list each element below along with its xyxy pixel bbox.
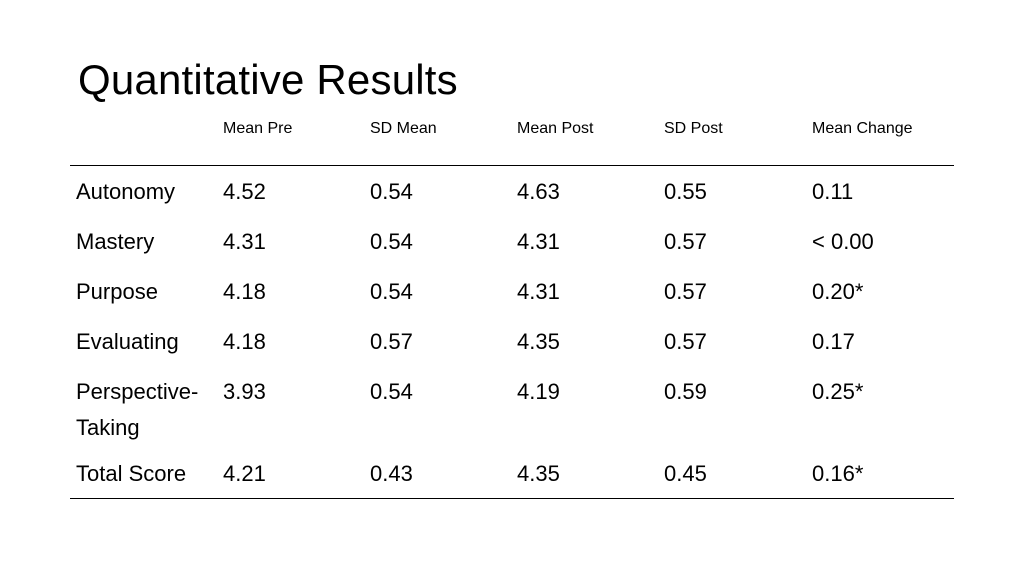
table-cell: 3.93 xyxy=(223,379,266,404)
results-table: Mean Pre SD Mean Mean Post SD Post Mean … xyxy=(70,110,954,499)
table-cell: 4.35 xyxy=(517,329,560,354)
table-row: Purpose 4.18 0.54 4.31 0.57 0.20* xyxy=(70,266,954,316)
table-row: Autonomy 4.52 0.54 4.63 0.55 0.11 xyxy=(70,166,954,216)
row-label: Autonomy xyxy=(76,179,176,204)
table-cell: 4.63 xyxy=(517,179,560,204)
table-cell: 4.31 xyxy=(517,279,560,304)
table-cell: 0.25* xyxy=(812,379,864,404)
page-title: Quantitative Results xyxy=(78,56,458,103)
table-cell: 0.57 xyxy=(370,329,413,354)
table-row: Evaluating 4.18 0.57 4.35 0.57 0.17 xyxy=(70,316,954,366)
column-header-sd-post: SD Post xyxy=(664,120,723,137)
table-cell: 0.45 xyxy=(664,461,707,486)
column-header-mean-change: Mean Change xyxy=(812,120,913,137)
column-header-sd-mean: SD Mean xyxy=(370,120,437,137)
table-header-row: Mean Pre SD Mean Mean Post SD Post Mean … xyxy=(70,110,954,166)
table-cell: 0.55 xyxy=(664,179,707,204)
table-cell: 4.35 xyxy=(517,461,560,486)
table-row: Perspective-Taking 3.93 0.54 4.19 0.59 0… xyxy=(70,366,954,448)
table-cell: 0.20* xyxy=(812,279,864,304)
row-label: Mastery xyxy=(76,229,155,254)
table-row: Mastery 4.31 0.54 4.31 0.57 < 0.00 xyxy=(70,216,954,266)
column-header-mean-post: Mean Post xyxy=(517,120,594,137)
row-label: Perspective-Taking xyxy=(76,379,199,440)
table-cell: 0.57 xyxy=(664,279,707,304)
table-cell: 0.16* xyxy=(812,461,864,486)
table-row-total: Total Score 4.21 0.43 4.35 0.45 0.16* xyxy=(70,448,954,499)
row-label: Purpose xyxy=(76,279,158,304)
table-cell: 4.19 xyxy=(517,379,560,404)
table-cell: 0.43 xyxy=(370,461,413,486)
table-cell: 4.18 xyxy=(223,279,266,304)
table-cell: 4.52 xyxy=(223,179,266,204)
table-cell: 4.31 xyxy=(223,229,266,254)
table-cell: 0.59 xyxy=(664,379,707,404)
table-cell: 0.54 xyxy=(370,229,413,254)
table-cell: < 0.00 xyxy=(812,229,874,254)
column-header-mean-pre: Mean Pre xyxy=(223,120,293,137)
table-cell: 0.54 xyxy=(370,279,413,304)
table-cell: 4.18 xyxy=(223,329,266,354)
table-cell: 0.57 xyxy=(664,229,707,254)
table-cell: 0.57 xyxy=(664,329,707,354)
table-cell: 0.17 xyxy=(812,329,855,354)
table-cell: 0.11 xyxy=(812,179,854,204)
table-cell: 0.54 xyxy=(370,379,413,404)
table-cell: 4.21 xyxy=(223,461,266,486)
table-cell: 4.31 xyxy=(517,229,560,254)
row-label: Total Score xyxy=(76,461,187,486)
table-cell: 0.54 xyxy=(370,179,413,204)
row-label: Evaluating xyxy=(76,329,179,354)
